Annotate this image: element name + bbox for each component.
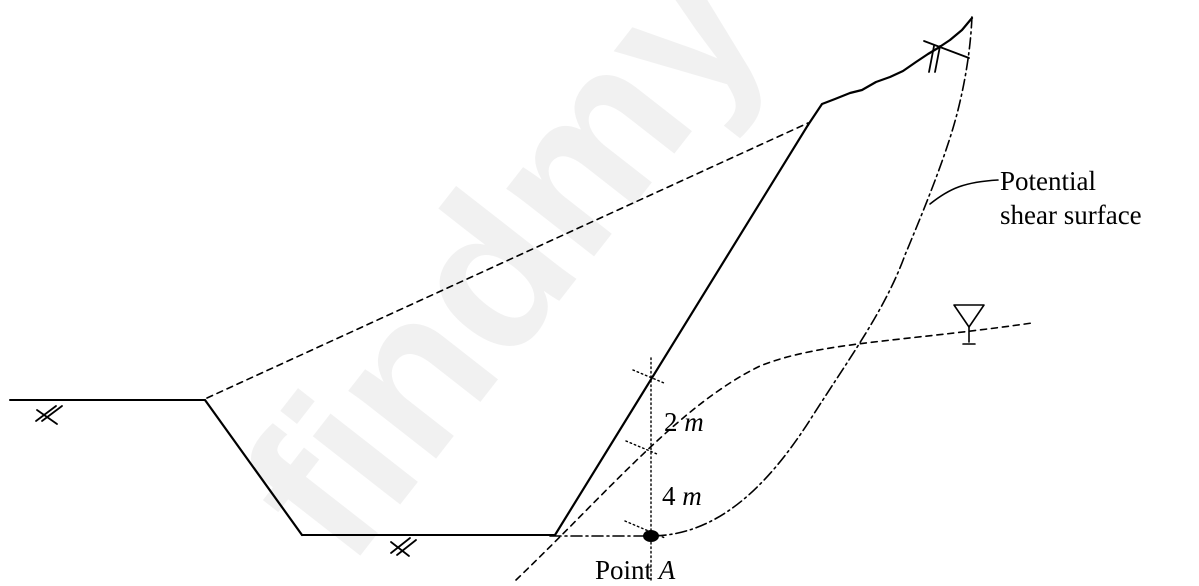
potential-label-line2: shear surface [1000, 200, 1142, 230]
potential-label-line1: Potential [1000, 166, 1096, 196]
dimension-unit-upper: m [684, 407, 704, 437]
point-a-prefix: Point [595, 555, 659, 585]
cut-slope-face [553, 123, 810, 537]
phreatic-surface [515, 322, 1033, 581]
point-a-name: A [657, 555, 676, 585]
potential-shear-label: Potential shear surface [1000, 166, 1142, 230]
ground-hatch-base [390, 537, 417, 557]
dimension-label-lower: 4 m [662, 481, 702, 511]
point-a-marker [643, 530, 659, 542]
ground-hatch-left [35, 405, 63, 425]
dimension-ticks [624, 369, 666, 539]
point-a-label: Point A [595, 555, 676, 585]
natural-ground-surface [806, 16, 974, 127]
water-table-symbol [953, 304, 985, 345]
potential-shear-surface [549, 14, 973, 537]
shear-surface-leader [929, 179, 999, 205]
dimension-value-lower: 4 [662, 481, 676, 511]
watermark: findmy [198, 0, 807, 586]
original-slope-line [206, 122, 809, 399]
excavation-left-slope [203, 398, 304, 537]
dimension-label-upper: 2 m [664, 407, 704, 437]
dimension-value-upper: 2 [664, 407, 678, 437]
ground-hatch-top [923, 40, 970, 73]
dimension-unit-lower: m [682, 481, 702, 511]
